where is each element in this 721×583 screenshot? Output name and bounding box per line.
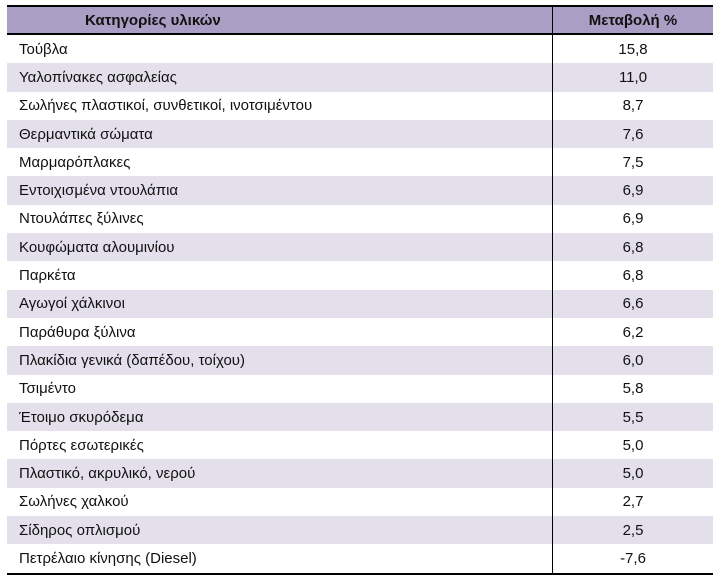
change-value-cell: 11,0 [618,68,648,86]
category-cell: Πλακίδια γενικά (δαπέδου, τοίχου) [7,346,553,375]
header-change-percent: Μεταβολή % [588,11,678,29]
table-row: Μαρμαρόπλακες 7,5 [7,148,713,177]
table-row: Παράθυρα ξύλινα 6,2 [7,317,713,347]
change-value-cell: 6,0 [622,351,644,369]
change-value-cell: 15,8 [618,40,648,58]
category-cell: Έτοιμο σκυρόδεμα [7,402,553,432]
change-value-cell: 2,5 [622,521,644,539]
category-cell: Σωλήνες πλαστικοί, συνθετικοί, ινοτσιμέν… [7,91,553,120]
change-value-cell: 6,8 [622,238,644,256]
table-row: Κουφώματα αλουμινίου 6,8 [7,233,713,262]
table-header-row: Κατηγορίες υλικών Μεταβολή % [7,7,713,35]
table-row: Έτοιμο σκυρόδεμα 5,5 [7,402,713,432]
table-row: Εντοιχισμένα ντουλάπια 6,9 [7,176,713,205]
category-cell: Εντοιχισμένα ντουλάπια [7,176,553,205]
change-value-cell: 6,9 [622,182,644,200]
change-value-cell: 5,8 [622,380,644,398]
category-cell: Μαρμαρόπλακες [7,148,553,177]
table-row: Πλακίδια γενικά (δαπέδου, τοίχου) 6,0 [7,346,713,375]
change-value-cell: 7,6 [622,125,644,143]
table-body: Τούβλα 15,8 Υαλοπίνακες ασφαλείας 11,0 Σ… [7,35,713,573]
change-value-cell: 2,7 [622,493,644,511]
table-row: Θερμαντικά σώματα 7,6 [7,119,713,149]
change-value-cell: 6,6 [622,295,644,313]
category-cell: Σίδηρος οπλισμού [7,516,553,545]
table-row: Πόρτες εσωτερικές 5,0 [7,431,713,460]
category-cell: Παρκέτα [7,261,553,290]
category-cell: Υαλοπίνακες ασφαλείας [7,63,553,92]
change-value-cell: 6,2 [622,323,644,341]
category-cell: Τσιμέντο [7,374,553,403]
table-row: Υαλοπίνακες ασφαλείας 11,0 [7,63,713,92]
table-row: Τσιμέντο 5,8 [7,374,713,403]
category-cell: Θερμαντικά σώματα [7,119,553,149]
category-cell: Σωλήνες χαλκού [7,487,553,517]
category-cell: Πετρέλαιο κίνησης (Diesel) [7,544,553,573]
table-row: Ντουλάπες ξύλινες 6,9 [7,204,713,234]
change-value-cell: 5,5 [622,408,644,426]
table-row: Τούβλα 15,8 [7,35,713,64]
category-cell: Αγωγοί χάλκινοι [7,289,553,318]
header-categories: Κατηγορίες υλικών [7,7,553,33]
category-cell: Ντουλάπες ξύλινες [7,204,553,234]
table-row: Σωλήνες χαλκού 2,7 [7,487,713,517]
change-value-cell: -7,6 [620,549,646,567]
change-value-cell: 8,7 [622,97,644,115]
category-cell: Πόρτες εσωτερικές [7,431,553,460]
category-cell: Τούβλα [7,35,553,64]
table-row: Παρκέτα 6,8 [7,261,713,290]
materials-change-table: Κατηγορίες υλικών Μεταβολή % Τούβλα 15,8… [7,5,713,575]
category-cell: Πλαστικό, ακρυλικό, νερού [7,459,553,488]
change-value-cell: 7,5 [622,153,644,171]
table-row: Αγωγοί χάλκινοι 6,6 [7,289,713,318]
change-value-cell: 5,0 [622,436,644,454]
table-row: Πετρέλαιο κίνησης (Diesel) -7,6 [7,544,713,573]
change-value-cell: 5,0 [622,465,644,483]
table-row: Σωλήνες πλαστικοί, συνθετικοί, ινοτσιμέν… [7,91,713,120]
category-cell: Παράθυρα ξύλινα [7,317,553,347]
table-row: Πλαστικό, ακρυλικό, νερού 5,0 [7,459,713,488]
table-row: Σίδηρος οπλισμού 2,5 [7,516,713,545]
change-value-cell: 6,8 [622,267,644,285]
category-cell: Κουφώματα αλουμινίου [7,233,553,262]
change-value-cell: 6,9 [622,210,644,228]
